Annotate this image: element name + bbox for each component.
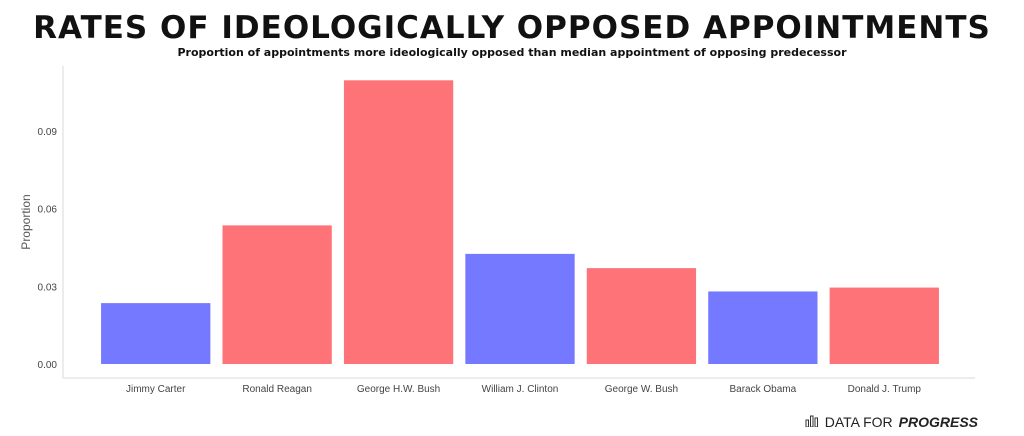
bar	[829, 287, 939, 364]
x-tick-label: Ronald Reagan	[242, 384, 312, 395]
bar	[586, 268, 697, 364]
y-tick-label: 0.09	[38, 127, 58, 138]
bar	[101, 303, 211, 364]
y-tick-label: 0.00	[38, 360, 58, 371]
bar	[222, 225, 332, 364]
brand-logo: DATA FOR PROGRESS	[805, 414, 978, 430]
x-tick-label: Barack Obama	[730, 384, 797, 395]
x-tick-label: Donald J. Trump	[848, 384, 922, 395]
bar	[708, 291, 818, 364]
x-tick-label: Jimmy Carter	[126, 384, 186, 395]
y-tick-label: 0.03	[38, 282, 58, 293]
brand-emphasis: PROGRESS	[898, 414, 978, 430]
y-axis-label: Proportion	[19, 194, 33, 249]
x-tick-label: George H.W. Bush	[357, 384, 440, 395]
x-tick-label: George W. Bush	[605, 384, 678, 395]
x-tick-label: William J. Clinton	[482, 384, 559, 395]
chart-subtitle: Proportion of appointments more ideologi…	[177, 46, 847, 59]
chart-title: RATES OF IDEOLOGICALLY OPPOSED APPOINTME…	[33, 10, 991, 46]
brand-prefix: DATA FOR	[824, 414, 893, 430]
bar	[465, 253, 575, 364]
bar	[343, 80, 454, 364]
bar-chart-icon	[805, 414, 819, 430]
y-tick-label: 0.06	[38, 205, 58, 216]
